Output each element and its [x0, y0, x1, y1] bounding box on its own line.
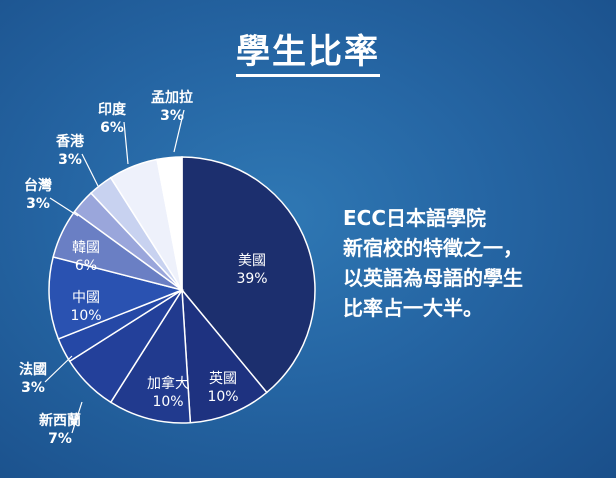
- slice-category-label: 台灣: [24, 177, 52, 194]
- slice-category-label: 孟加拉: [151, 89, 193, 106]
- slice-category-label: 英國: [209, 370, 237, 387]
- description-line-2: 新宿校的特徵之一，: [343, 236, 523, 260]
- slice-category-label: 印度: [98, 101, 127, 118]
- slice-value-label: 3%: [26, 196, 50, 212]
- slice-value-label: 39%: [236, 271, 267, 287]
- pie-slice-6: [48, 256, 185, 340]
- slice-category-label: 加拿大: [147, 375, 189, 392]
- slice-category-label: 美國: [238, 253, 266, 269]
- pie-slice-1: [181, 156, 316, 394]
- leader-line-10: [123, 121, 129, 165]
- leader-line-9: [81, 153, 99, 187]
- slice-value-label: 3%: [58, 152, 82, 168]
- description-line-4: 比率占一大半。: [343, 296, 483, 320]
- description-text: ECC日本語學院 新宿校的特徵之一， 以英語為母語的學生 比率占一大半。: [343, 203, 613, 323]
- leader-line-11: [173, 109, 185, 153]
- slice-category-label: 法國: [19, 361, 47, 378]
- slice-category-label: 中國: [72, 290, 100, 306]
- leader-line-4: [71, 401, 83, 434]
- slice-category-label: 韓國: [72, 240, 100, 256]
- slice-category-label: 新西蘭: [39, 412, 81, 429]
- pie-slice-2: [181, 287, 268, 424]
- pie-slice-3: [109, 287, 192, 424]
- chart-title: 學生比率: [0, 24, 616, 77]
- slice-category-label: 香港: [55, 133, 85, 150]
- slice-value-label: 10%: [70, 308, 101, 324]
- slice-value-label: 6%: [100, 120, 124, 136]
- pie-slice-11: [156, 156, 183, 291]
- leader-line-8: [49, 197, 79, 217]
- slice-value-label: 6%: [75, 258, 97, 274]
- leader-line-5: [44, 355, 73, 383]
- description-line-3: 以英語為母語的學生: [343, 266, 523, 290]
- slice-value-label: 3%: [21, 380, 45, 396]
- slice-value-label: 10%: [207, 389, 238, 405]
- slice-value-label: 10%: [152, 394, 183, 410]
- description-line-1: ECC日本語學院: [343, 206, 487, 230]
- slice-value-label: 7%: [48, 431, 72, 447]
- slice-value-label: 3%: [160, 108, 184, 124]
